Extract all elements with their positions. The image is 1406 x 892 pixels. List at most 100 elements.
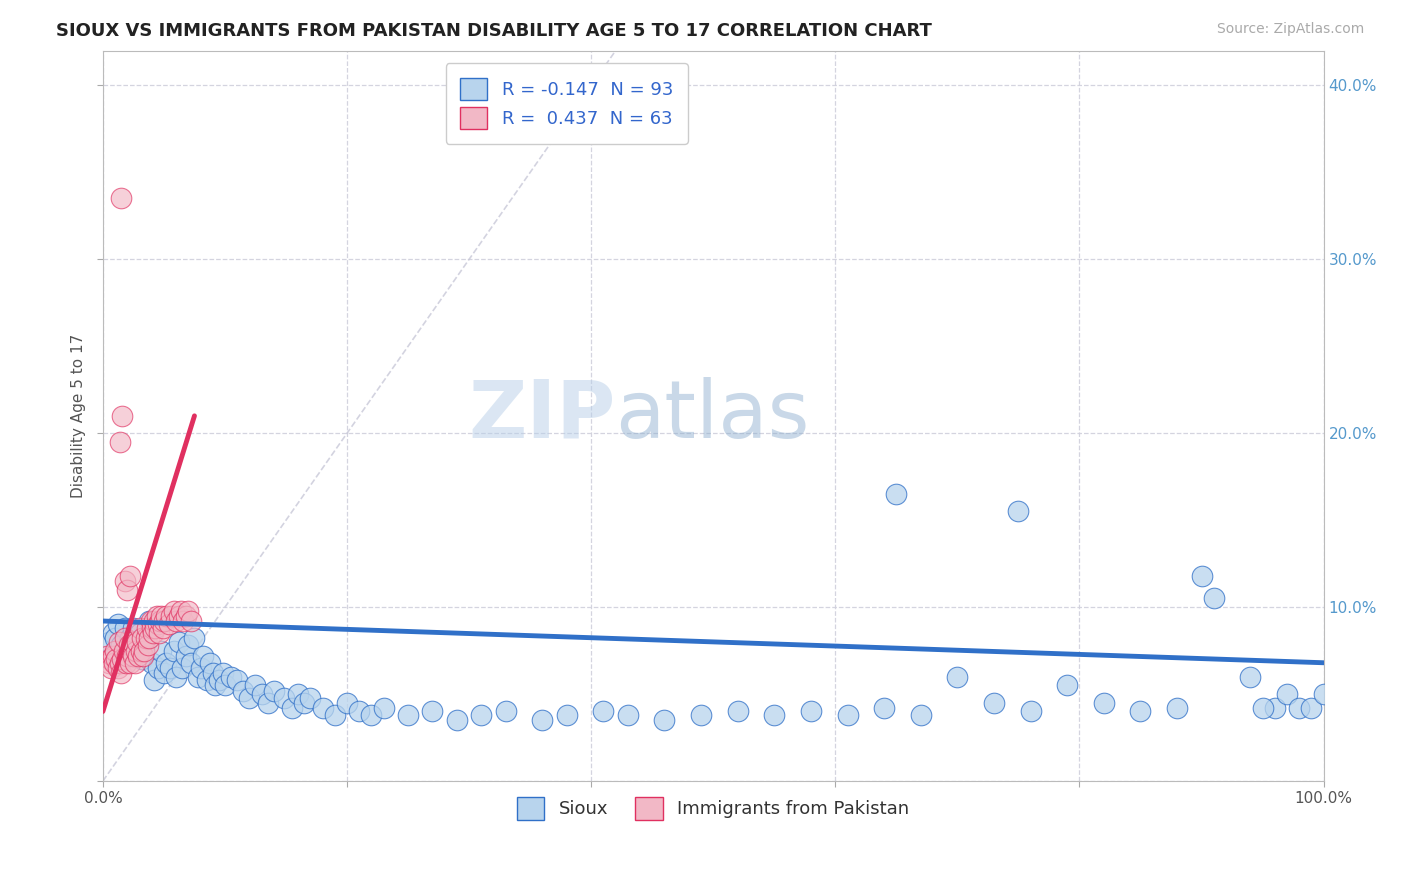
Point (101, 648, 124, 663)
Point (150, 643, 173, 657)
Point (120, 643, 142, 657)
Point (118, 569, 141, 583)
Point (101, 626, 124, 640)
Point (592, 705, 614, 719)
Point (323, 707, 346, 722)
Point (131, 632, 153, 646)
Point (100, 661, 122, 675)
Point (135, 632, 157, 646)
Point (117, 643, 139, 657)
Point (155, 656, 177, 670)
Point (128, 626, 150, 640)
Point (117, 582, 139, 597)
Point (281, 701, 304, 715)
Point (180, 614, 202, 628)
Point (104, 643, 127, 657)
Point (125, 643, 148, 657)
Point (172, 661, 194, 675)
Point (143, 614, 166, 628)
Point (219, 670, 242, 684)
Point (287, 687, 309, 701)
Point (127, 635, 149, 649)
Point (142, 626, 165, 640)
Point (110, 192, 132, 206)
Point (531, 713, 554, 727)
Point (174, 608, 197, 623)
Point (145, 621, 167, 635)
Point (117, 648, 139, 663)
Point (299, 690, 322, 705)
Point (172, 614, 194, 628)
Text: Source: ZipAtlas.com: Source: ZipAtlas.com (1216, 22, 1364, 37)
Point (204, 678, 226, 692)
Point (311, 701, 333, 715)
Point (170, 604, 193, 618)
Point (187, 670, 209, 684)
Point (1092, 696, 1115, 710)
Point (129, 643, 152, 657)
Point (96, 648, 118, 663)
Point (555, 707, 578, 722)
Point (107, 635, 129, 649)
Point (146, 661, 169, 675)
Text: SIOUX VS IMMIGRANTS FROM PAKISTAN DISABILITY AGE 5 TO 17 CORRELATION CHART: SIOUX VS IMMIGRANTS FROM PAKISTAN DISABI… (56, 22, 932, 40)
Point (1056, 678, 1078, 692)
Point (114, 574, 136, 588)
Point (1288, 701, 1310, 715)
Point (360, 707, 382, 722)
Point (114, 621, 136, 635)
Point (263, 683, 285, 698)
Point (107, 617, 129, 632)
Point (103, 656, 125, 670)
Point (98, 656, 121, 670)
Point (163, 643, 186, 657)
Point (837, 707, 859, 722)
Point (180, 656, 202, 670)
Point (153, 666, 176, 681)
Point (273, 690, 295, 705)
Point (115, 656, 138, 670)
Point (238, 690, 260, 705)
Point (1166, 701, 1188, 715)
Point (134, 643, 156, 657)
Point (422, 705, 444, 719)
Point (174, 648, 197, 663)
Point (136, 639, 159, 653)
Text: ZIP: ZIP (468, 376, 616, 455)
Point (183, 632, 205, 646)
Point (1239, 670, 1261, 684)
Point (98, 652, 121, 666)
Point (104, 632, 127, 646)
Point (112, 643, 135, 657)
Text: atlas: atlas (616, 376, 810, 455)
Point (139, 614, 162, 628)
Point (111, 652, 134, 666)
Point (1191, 569, 1213, 583)
Point (191, 648, 214, 663)
Point (763, 707, 786, 722)
Point (117, 639, 139, 653)
Point (727, 705, 749, 719)
Point (148, 626, 170, 640)
Point (122, 621, 145, 635)
Point (226, 673, 249, 687)
Point (118, 656, 141, 670)
Point (141, 621, 163, 635)
Point (232, 683, 254, 698)
Point (167, 635, 190, 649)
Point (617, 707, 640, 722)
Point (110, 639, 132, 653)
Point (292, 696, 315, 710)
Point (1264, 701, 1286, 715)
Point (336, 696, 359, 710)
Point (250, 687, 273, 701)
Point (124, 656, 146, 670)
Point (105, 652, 128, 666)
Point (800, 705, 823, 719)
Point (983, 696, 1005, 710)
Point (108, 434, 131, 449)
Point (1202, 591, 1225, 606)
Point (143, 673, 166, 687)
Point (149, 614, 172, 628)
Point (163, 604, 186, 618)
